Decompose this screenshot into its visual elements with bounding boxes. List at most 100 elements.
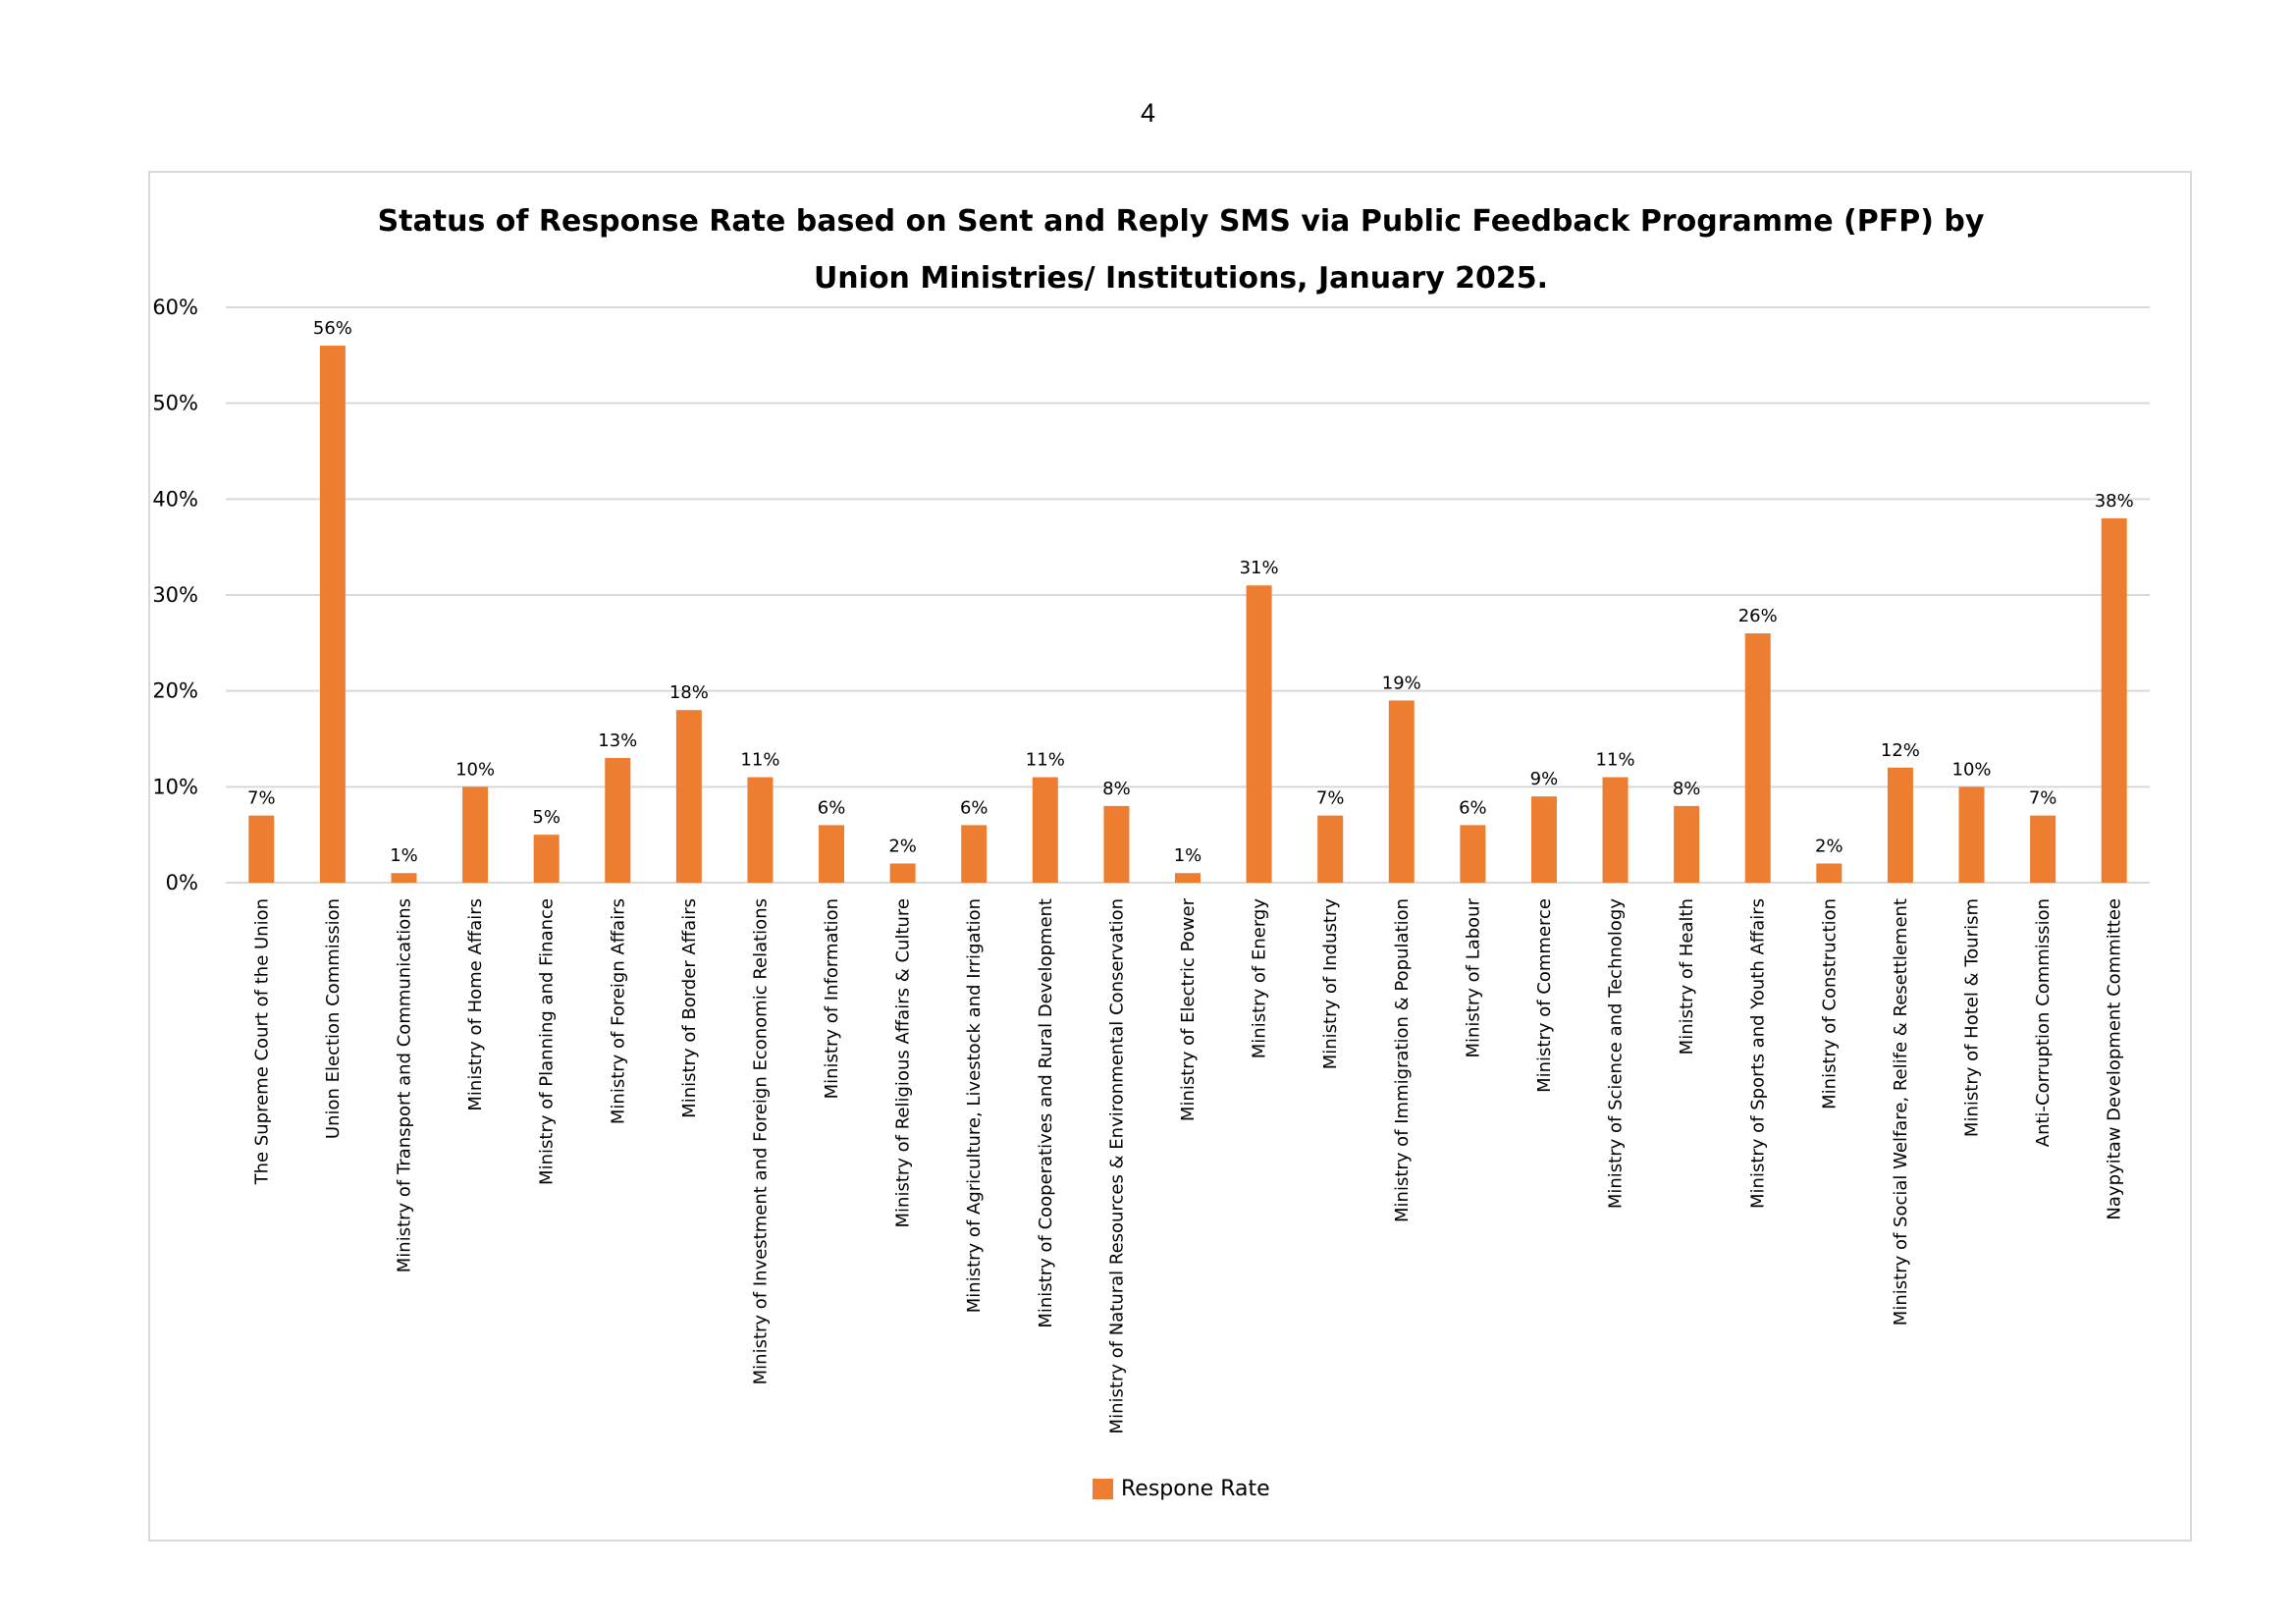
- data-label: 10%: [455, 759, 495, 780]
- category-label: Ministry of Commerce: [1534, 898, 1555, 1093]
- data-label: 6%: [960, 797, 988, 818]
- data-label: 7%: [2029, 788, 2057, 809]
- category-label: Ministry of Energy: [1250, 898, 1270, 1059]
- data-label: 38%: [2095, 491, 2134, 512]
- bar: [1175, 873, 1201, 883]
- bar: [1032, 777, 1058, 883]
- bar: [961, 825, 988, 883]
- data-label: 26%: [1738, 606, 1778, 626]
- category-label: Ministry of Cooperatives and Rural Devel…: [1036, 898, 1056, 1328]
- y-tick-label: 0%: [166, 871, 198, 894]
- bar: [819, 825, 845, 883]
- bar: [605, 758, 631, 883]
- data-label: 10%: [1952, 759, 1992, 780]
- category-label: Ministry of Foreign Affairs: [608, 898, 628, 1124]
- data-label: 1%: [390, 845, 418, 866]
- data-label: 5%: [532, 807, 561, 828]
- y-tick-label: 30%: [152, 583, 198, 607]
- category-label: Ministry of Immigration & Population: [1392, 898, 1413, 1222]
- data-label: 6%: [1459, 797, 1487, 818]
- category-label: The Supreme Court of the Union: [251, 898, 272, 1185]
- category-label: Ministry of Transport and Communications: [394, 898, 414, 1272]
- data-labels: 7% 56% 1% 10% 5% 13% 18% 11% 6% 2% 6% 11% 8% 1% 31% 7% 1…: [247, 318, 2134, 866]
- category-label: Union Election Commission: [323, 898, 344, 1139]
- bar: [1530, 796, 1557, 883]
- bar: [1317, 815, 1344, 883]
- bar: [1246, 585, 1272, 883]
- bar: [248, 815, 275, 883]
- category-label: Ministry of Information: [822, 898, 842, 1099]
- y-tick-label: 20%: [152, 679, 198, 703]
- bar: [1103, 805, 1130, 883]
- data-label: 8%: [1673, 779, 1701, 799]
- bar: [747, 777, 774, 883]
- bars: [248, 346, 2127, 884]
- legend-swatch: [1093, 1479, 1113, 1499]
- bar: [1674, 805, 1700, 883]
- y-tick-label: 60%: [152, 296, 198, 319]
- bar: [1602, 777, 1629, 883]
- category-label: Ministry of Home Affairs: [465, 898, 486, 1111]
- bar: [1958, 786, 1985, 883]
- bar: [1388, 700, 1415, 883]
- data-label: 7%: [247, 788, 276, 809]
- data-label: 7%: [1316, 788, 1345, 809]
- data-label: 56%: [313, 318, 352, 339]
- legend: Respone Rate: [1093, 1477, 1270, 1501]
- category-label: Ministry of Industry: [1320, 898, 1341, 1070]
- data-label: 31%: [1240, 558, 1279, 578]
- data-label: 8%: [1102, 779, 1131, 799]
- bar: [889, 863, 916, 883]
- data-label: 2%: [888, 836, 917, 856]
- bar: [2101, 517, 2127, 883]
- category-labels: The Supreme Court of the Union Union Elec…: [251, 897, 2124, 1434]
- category-label: Anti-Corruption Commission: [2033, 898, 2054, 1147]
- category-label: Ministry of Natural Resources & Environm…: [1106, 898, 1127, 1434]
- chart-title-line-2: Union Ministries/ Institutions, January …: [814, 261, 1548, 296]
- data-label: 12%: [1881, 740, 1920, 761]
- bar: [1816, 863, 1842, 883]
- chart-frame: [148, 171, 2192, 1542]
- category-label: Ministry of Science and Technology: [1606, 898, 1627, 1209]
- data-label: 11%: [1026, 750, 1065, 771]
- data-label: 6%: [818, 797, 846, 818]
- bar: [1460, 825, 1486, 883]
- bar: [1887, 767, 1913, 883]
- category-label: Ministry of Sports and Youth Affairs: [1748, 898, 1769, 1209]
- bar: [2030, 815, 2056, 883]
- data-label: 11%: [1596, 750, 1635, 771]
- category-label: Ministry of Planning and Finance: [537, 898, 558, 1185]
- category-label: Ministry of Agriculture, Livestock and I…: [964, 898, 985, 1313]
- y-tick-label: 50%: [152, 392, 198, 415]
- page-number: 4: [1140, 98, 1156, 128]
- gridlines: [226, 306, 2150, 884]
- category-label: Ministry of Border Affairs: [679, 898, 700, 1118]
- chart-title-line-1: Status of Response Rate based on Sent an…: [378, 204, 1985, 239]
- category-label: Ministry of Labour: [1463, 897, 1483, 1057]
- data-label: 9%: [1530, 769, 1559, 789]
- category-label: Ministry of Hotel & Tourism: [1962, 898, 1983, 1137]
- category-label: Ministry of Investment and Foreign Econo…: [750, 898, 771, 1384]
- category-label: Naypyitaw Development Committee: [2105, 898, 2125, 1220]
- data-label: 19%: [1382, 673, 1421, 693]
- bar: [533, 835, 560, 883]
- category-label: Ministry of Electric Power: [1178, 897, 1199, 1121]
- bar: [1744, 633, 1771, 883]
- category-label: Ministry of Social Welfare, Relife & Res…: [1891, 898, 1911, 1326]
- data-label: 1%: [1174, 845, 1202, 866]
- data-label: 13%: [598, 731, 637, 751]
- y-tick-label: 40%: [152, 487, 198, 511]
- category-label: Ministry of Construction: [1819, 898, 1840, 1110]
- y-tick-label: 10%: [152, 775, 198, 798]
- bar: [319, 346, 346, 884]
- bar: [462, 786, 489, 883]
- data-label: 18%: [669, 682, 709, 703]
- bar: [391, 873, 417, 883]
- bar: [675, 710, 702, 883]
- y-axis-tick-labels: 0% 10% 20% 30% 40% 50% 60%: [152, 296, 198, 894]
- data-label: 11%: [740, 750, 779, 771]
- legend-label: Respone Rate: [1121, 1477, 1270, 1501]
- category-label: Ministry of Religious Affairs & Culture: [893, 898, 914, 1227]
- category-label: Ministry of Health: [1677, 898, 1697, 1055]
